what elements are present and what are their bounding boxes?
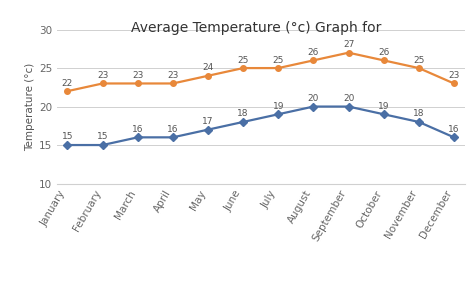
Line: Average High Temp (°c): Average High Temp (°c)	[64, 50, 457, 94]
Average High Temp (°c)	[170, 82, 176, 85]
Text: 16: 16	[448, 125, 460, 134]
Average Low Temp (°c)	[310, 105, 316, 108]
Average High Temp (°c)	[275, 66, 281, 70]
Y-axis label: Temperature (°c): Temperature (°c)	[25, 62, 35, 151]
Average High Temp (°c)	[346, 51, 351, 54]
Average Low Temp (°c)	[170, 136, 176, 139]
Average Low Temp (°c)	[381, 112, 386, 116]
Text: 20: 20	[308, 94, 319, 103]
Text: 22: 22	[62, 79, 73, 88]
Text: 20: 20	[343, 94, 354, 103]
Average High Temp (°c)	[135, 82, 141, 85]
Text: 16: 16	[132, 125, 144, 134]
Average High Temp (°c)	[100, 82, 105, 85]
Text: 18: 18	[237, 110, 249, 118]
Line: Average Low Temp (°c): Average Low Temp (°c)	[64, 104, 457, 148]
Average Low Temp (°c)	[100, 143, 105, 147]
Text: 27: 27	[343, 40, 354, 49]
Average Low Temp (°c)	[240, 120, 246, 124]
Average High Temp (°c)	[310, 59, 316, 62]
Average Low Temp (°c)	[346, 105, 351, 108]
Average High Temp (°c)	[416, 66, 422, 70]
Average Low Temp (°c)	[275, 112, 281, 116]
Average Low Temp (°c)	[451, 136, 457, 139]
Text: Average Temperature (°c) Graph for: Average Temperature (°c) Graph for	[131, 21, 381, 35]
Text: 23: 23	[97, 71, 108, 80]
Text: 18: 18	[413, 110, 425, 118]
Text: 17: 17	[202, 117, 214, 126]
Text: 26: 26	[308, 48, 319, 57]
Text: 24: 24	[202, 63, 214, 72]
Average Low Temp (°c)	[416, 120, 422, 124]
Text: 15: 15	[62, 133, 73, 141]
Text: 26: 26	[378, 48, 389, 57]
Average High Temp (°c)	[64, 89, 70, 93]
Text: 16: 16	[167, 125, 179, 134]
Text: 25: 25	[237, 56, 249, 65]
Average High Temp (°c)	[240, 66, 246, 70]
Text: 25: 25	[273, 56, 284, 65]
Text: 19: 19	[378, 102, 390, 111]
Text: 23: 23	[132, 71, 144, 80]
Text: 15: 15	[97, 133, 109, 141]
Text: 25: 25	[413, 56, 425, 65]
Average Low Temp (°c)	[64, 143, 70, 147]
Text: 23: 23	[167, 71, 179, 80]
Text: 19: 19	[273, 102, 284, 111]
Average High Temp (°c)	[205, 74, 211, 78]
Average Low Temp (°c)	[205, 128, 211, 131]
Average Low Temp (°c)	[135, 136, 141, 139]
Average High Temp (°c)	[451, 82, 457, 85]
Average High Temp (°c)	[381, 59, 386, 62]
Text: 23: 23	[448, 71, 460, 80]
